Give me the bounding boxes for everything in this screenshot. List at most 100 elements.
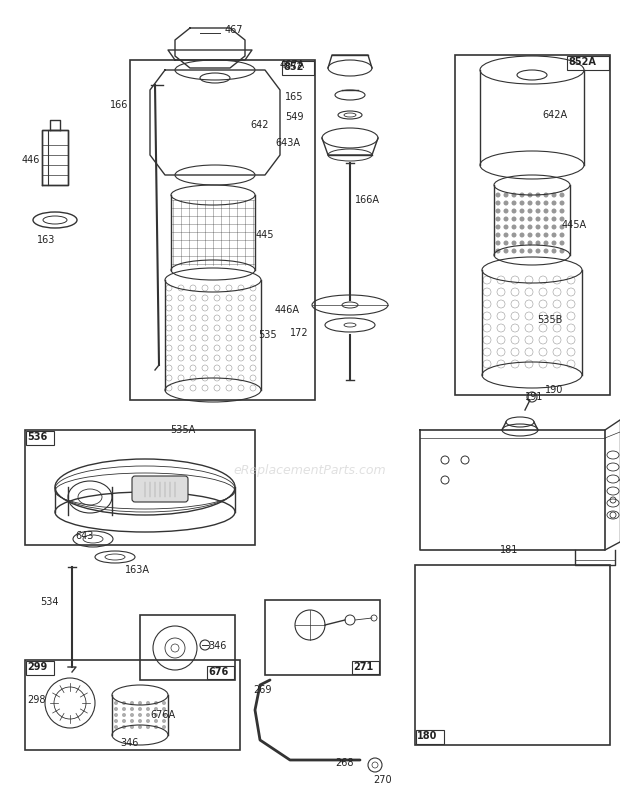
Circle shape: [544, 208, 549, 214]
Circle shape: [503, 200, 508, 205]
Text: eReplacementParts.com: eReplacementParts.com: [234, 463, 386, 477]
Text: 172: 172: [290, 328, 309, 338]
Text: 346: 346: [208, 641, 226, 651]
Text: 166A: 166A: [355, 195, 380, 205]
Text: 165: 165: [285, 92, 304, 102]
Circle shape: [528, 225, 533, 230]
Text: 299: 299: [27, 662, 47, 672]
Circle shape: [552, 233, 557, 237]
Circle shape: [512, 225, 516, 230]
Circle shape: [544, 200, 549, 205]
Circle shape: [503, 225, 508, 230]
Bar: [455, 55, 610, 395]
Circle shape: [552, 225, 557, 230]
Circle shape: [520, 208, 525, 214]
Text: 191: 191: [525, 392, 543, 402]
Circle shape: [520, 241, 525, 245]
Text: 270: 270: [373, 775, 392, 785]
Circle shape: [130, 725, 134, 729]
Text: 445A: 445A: [562, 220, 587, 230]
Circle shape: [536, 208, 541, 214]
Text: 181: 181: [500, 545, 518, 555]
Text: 446A: 446A: [275, 305, 300, 315]
Circle shape: [544, 241, 549, 245]
Circle shape: [503, 216, 508, 222]
Circle shape: [495, 249, 500, 253]
Bar: [140, 615, 235, 680]
Circle shape: [122, 713, 126, 717]
Bar: [25, 660, 240, 750]
Text: 467A: 467A: [280, 60, 305, 70]
Text: 549: 549: [285, 112, 304, 122]
Bar: [42, 130, 68, 185]
Text: 180: 180: [417, 731, 437, 741]
Circle shape: [552, 200, 557, 205]
Circle shape: [520, 193, 525, 197]
Circle shape: [520, 249, 525, 253]
Circle shape: [503, 193, 508, 197]
Circle shape: [512, 233, 516, 237]
Circle shape: [122, 701, 126, 705]
Circle shape: [520, 225, 525, 230]
Text: 535A: 535A: [170, 425, 195, 435]
Bar: [567, 56, 609, 70]
Text: 346: 346: [120, 738, 138, 748]
Circle shape: [559, 233, 564, 237]
Circle shape: [162, 707, 166, 711]
Text: 446: 446: [22, 155, 40, 165]
Circle shape: [114, 725, 118, 729]
Circle shape: [138, 707, 142, 711]
Circle shape: [154, 701, 158, 705]
Circle shape: [536, 216, 541, 222]
Circle shape: [552, 208, 557, 214]
Circle shape: [138, 701, 142, 705]
Circle shape: [154, 719, 158, 723]
Circle shape: [552, 193, 557, 197]
Bar: [352, 661, 379, 674]
Circle shape: [495, 200, 500, 205]
Bar: [26, 661, 54, 675]
Text: 852: 852: [283, 62, 303, 72]
Text: 852A: 852A: [568, 57, 596, 67]
Circle shape: [146, 713, 150, 717]
Text: 445: 445: [256, 230, 275, 240]
Circle shape: [544, 225, 549, 230]
Circle shape: [544, 233, 549, 237]
Circle shape: [512, 208, 516, 214]
Text: 190: 190: [545, 385, 564, 395]
Circle shape: [536, 249, 541, 253]
Circle shape: [138, 719, 142, 723]
Circle shape: [503, 233, 508, 237]
Text: 536: 536: [27, 432, 47, 442]
Text: 535: 535: [258, 330, 277, 340]
Circle shape: [146, 707, 150, 711]
Circle shape: [512, 193, 516, 197]
Circle shape: [138, 713, 142, 717]
Bar: [207, 666, 234, 679]
Circle shape: [495, 225, 500, 230]
Text: 298: 298: [27, 695, 45, 705]
Circle shape: [512, 200, 516, 205]
Circle shape: [512, 241, 516, 245]
Circle shape: [114, 719, 118, 723]
Circle shape: [559, 216, 564, 222]
Circle shape: [495, 193, 500, 197]
Circle shape: [130, 707, 134, 711]
Text: 642: 642: [250, 120, 268, 130]
Circle shape: [130, 701, 134, 705]
Circle shape: [114, 701, 118, 705]
Circle shape: [520, 233, 525, 237]
Bar: [282, 61, 314, 75]
Circle shape: [536, 233, 541, 237]
Circle shape: [528, 249, 533, 253]
Circle shape: [503, 208, 508, 214]
Circle shape: [552, 241, 557, 245]
Circle shape: [520, 216, 525, 222]
Text: 268: 268: [335, 758, 353, 768]
Circle shape: [495, 241, 500, 245]
Circle shape: [114, 713, 118, 717]
Circle shape: [552, 216, 557, 222]
Circle shape: [528, 216, 533, 222]
Circle shape: [552, 249, 557, 253]
Text: 676: 676: [208, 667, 228, 677]
